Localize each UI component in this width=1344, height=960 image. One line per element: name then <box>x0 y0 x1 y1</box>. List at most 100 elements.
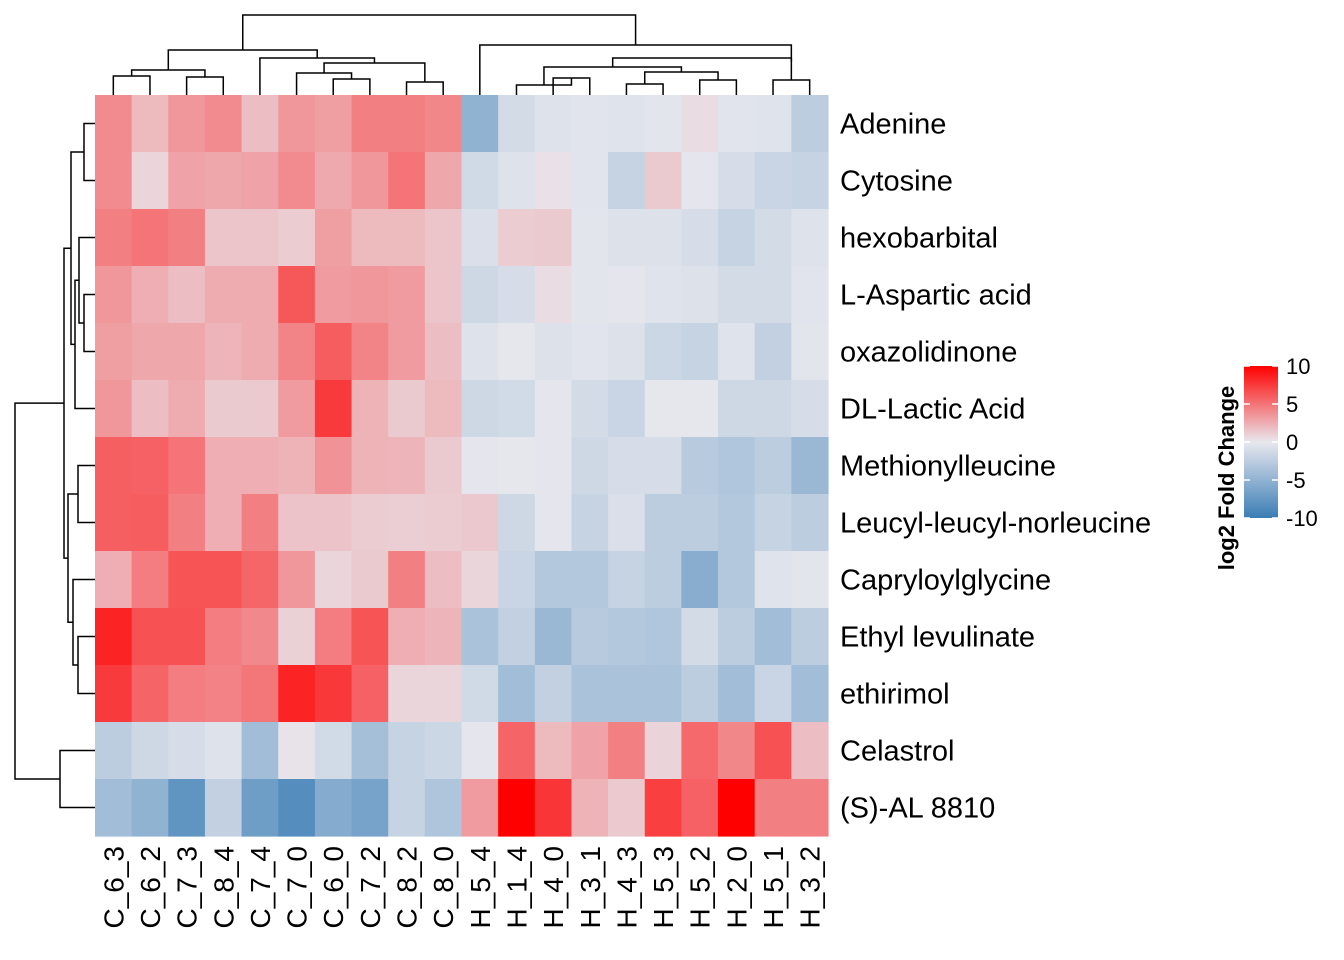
heatmap-cell <box>571 266 609 324</box>
heatmap-cell <box>351 779 389 837</box>
heatmap-cell <box>131 551 169 609</box>
column-label: C_6_3 <box>98 846 129 929</box>
heatmap-cell <box>241 266 279 324</box>
heatmap-cell <box>204 608 243 666</box>
heatmap-cell <box>168 494 206 552</box>
dendrogram-branch <box>77 635 95 695</box>
heatmap-cell <box>95 152 133 210</box>
heatmap-cell <box>204 779 243 837</box>
dendrogram-branch <box>59 749 95 809</box>
heatmap-cell <box>644 722 682 780</box>
column-dendrogram <box>112 14 811 95</box>
heatmap-cell <box>791 608 829 666</box>
heatmap-cell <box>204 95 243 153</box>
dendrogram-branch <box>72 578 95 666</box>
heatmap-cell <box>791 779 829 837</box>
heatmap-cell <box>791 152 829 210</box>
heatmap-cell <box>314 494 353 552</box>
dendrogram-branch <box>332 78 371 95</box>
heatmap-cell <box>168 779 206 837</box>
heatmap-cell <box>314 665 353 723</box>
heatmap-cell <box>571 95 609 153</box>
heatmap-cell <box>241 779 279 837</box>
heatmap-cell <box>534 437 573 495</box>
heatmap-cell <box>424 608 463 666</box>
heatmap-cell <box>608 779 646 837</box>
heatmap-cell <box>534 209 573 267</box>
dendrogram-branch <box>70 151 84 346</box>
heatmap-cell <box>461 152 499 210</box>
column-label: H_5_3 <box>648 846 679 929</box>
heatmap-cell <box>95 494 133 552</box>
heatmap-cell <box>204 209 243 267</box>
dendrogram-branch <box>772 79 811 95</box>
heatmap-cell <box>644 323 682 381</box>
heatmap-cell <box>644 266 682 324</box>
column-label: H_5_1 <box>758 846 789 929</box>
heatmap-cell <box>131 209 169 267</box>
column-label: H_1_4 <box>502 846 533 929</box>
column-label: C_8_2 <box>392 846 423 929</box>
heatmap-cell <box>131 437 169 495</box>
heatmap-cell <box>204 494 243 552</box>
heatmap-cell <box>718 323 756 381</box>
heatmap-cell <box>314 551 353 609</box>
heatmap-cell <box>754 437 792 495</box>
heatmap-cell <box>314 380 353 438</box>
heatmap-cell <box>168 323 206 381</box>
heatmap-cell <box>791 380 829 438</box>
heatmap-cell <box>204 380 243 438</box>
heatmap-cell <box>608 665 646 723</box>
column-label: H_5_4 <box>465 846 496 929</box>
heatmap-cell <box>424 665 463 723</box>
heatmap-cell <box>461 779 499 837</box>
heatmap-cell <box>681 608 719 666</box>
heatmap-cell <box>571 209 609 267</box>
heatmap-cell <box>571 722 609 780</box>
heatmap-cell <box>241 665 279 723</box>
heatmap-cell <box>534 494 573 552</box>
heatmap-cell <box>534 722 573 780</box>
heatmap-cell <box>534 152 573 210</box>
heatmap-cell <box>131 95 169 153</box>
row-label: ethirimol <box>840 679 950 711</box>
dendrogram-branch <box>112 75 151 95</box>
heatmap-cell <box>461 494 499 552</box>
heatmap-cell <box>571 323 609 381</box>
heatmap-cell <box>278 494 316 552</box>
heatmap-cell <box>718 494 756 552</box>
heatmap-cell <box>204 551 243 609</box>
heatmap-cell <box>131 152 169 210</box>
heatmap-cell <box>351 608 389 666</box>
heatmap-cell <box>131 323 169 381</box>
heatmap-cell <box>351 152 389 210</box>
heatmap-cell <box>681 152 719 210</box>
heatmap-cell <box>351 665 389 723</box>
heatmap-cell <box>388 209 426 267</box>
legend-tick-label: -5 <box>1286 468 1306 493</box>
heatmap-cell <box>204 722 243 780</box>
heatmap-cell <box>608 152 646 210</box>
heatmap-cell <box>534 380 573 438</box>
heatmap-cell <box>95 608 133 666</box>
heatmap-cell <box>534 608 573 666</box>
heatmap-cell <box>424 551 463 609</box>
heatmap-cell <box>95 380 133 438</box>
heatmap-cell <box>534 95 573 153</box>
heatmap-cell <box>95 266 133 324</box>
row-label: Methionylleucine <box>840 451 1056 483</box>
heatmap-cell <box>681 494 719 552</box>
heatmap-cell <box>644 494 682 552</box>
heatmap-cell <box>791 722 829 780</box>
dendrogram-branch <box>644 71 719 84</box>
heatmap-cell <box>278 722 316 780</box>
heatmap-cell <box>241 152 279 210</box>
heatmap-cell <box>461 95 499 153</box>
heatmap-cell <box>278 323 316 381</box>
heatmap-cell <box>681 323 719 381</box>
heatmap-cell <box>241 722 279 780</box>
heatmap-cell <box>131 722 169 780</box>
heatmap-cell <box>718 152 756 210</box>
dendrogram-branch <box>543 66 683 85</box>
heatmap-cell <box>754 551 792 609</box>
